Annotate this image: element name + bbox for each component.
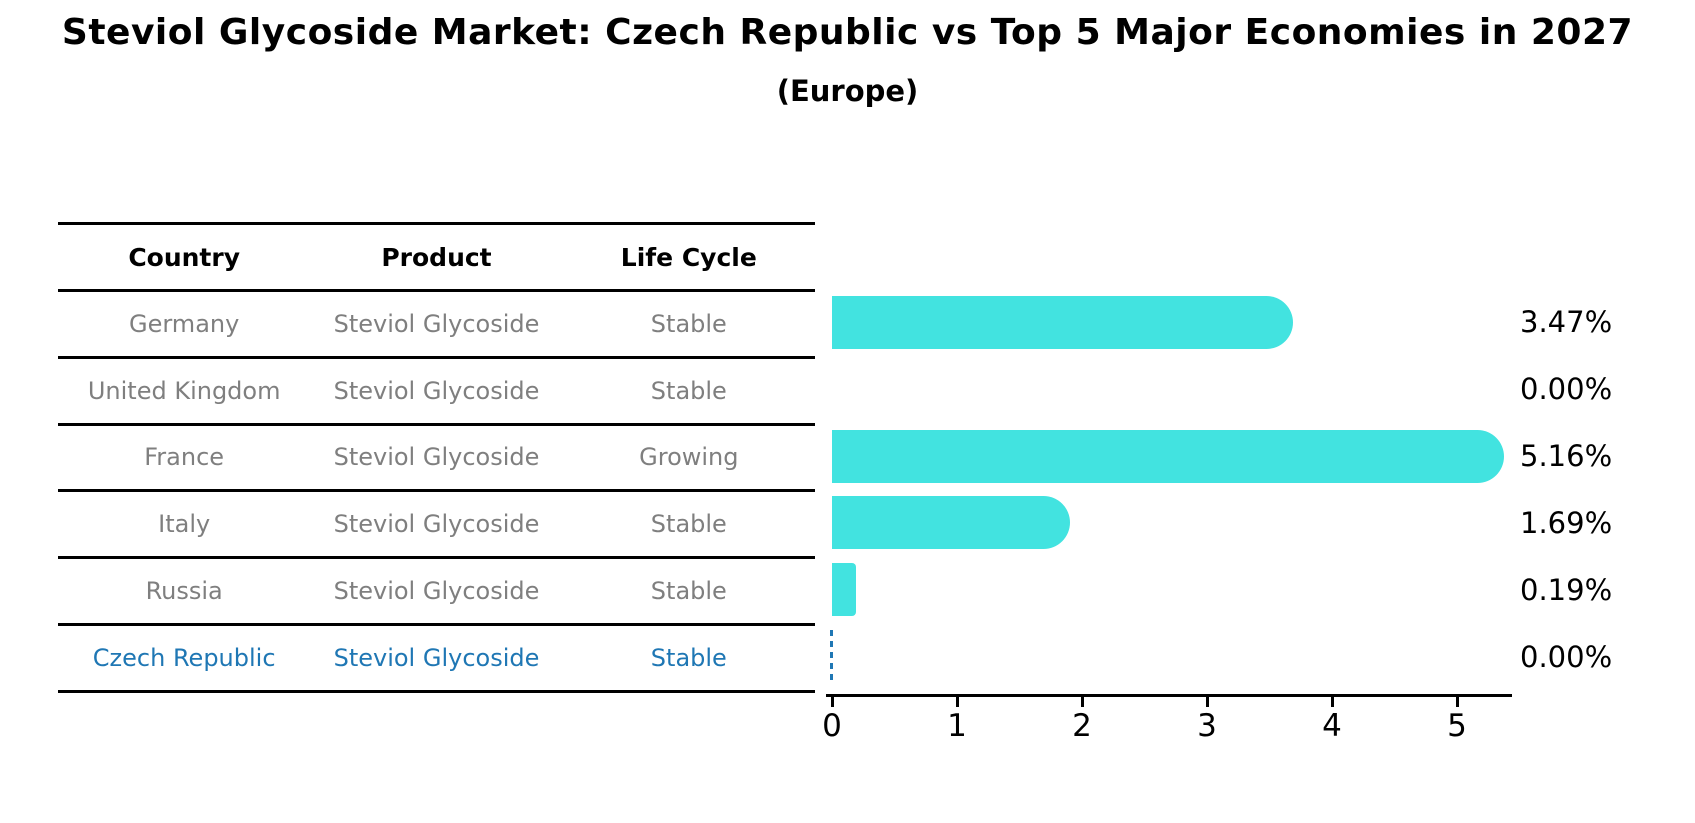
product-cell: Steviol Glycoside (333, 643, 540, 672)
life-cycle-cell: Stable (650, 643, 727, 672)
value-label-czech-republic: 0.00% (1520, 639, 1613, 674)
life-cycle-cell: Stable (650, 577, 727, 606)
product-cell: Steviol Glycoside (333, 309, 540, 338)
table-header-row: Country Product Life Cycle (58, 225, 815, 292)
country-cell: France (144, 443, 225, 472)
zero-value-dashed-line (830, 630, 833, 684)
value-label-germany: 3.47% (1520, 305, 1613, 340)
x-axis-tick-5 (1455, 697, 1459, 707)
value-label-france: 5.16% (1520, 439, 1613, 473)
x-axis-tick-1 (955, 697, 959, 707)
table-row-russia: Russia Steviol Glycoside Stable (58, 559, 815, 626)
country-cell: Czech Republic (92, 643, 276, 672)
x-axis-tick-label-4: 4 (1322, 708, 1342, 744)
bar-france (832, 429, 1504, 483)
x-axis-tick-0 (830, 697, 834, 707)
life-cycle-cell: Stable (650, 510, 727, 539)
x-axis-tick-label-5: 5 (1447, 708, 1467, 744)
country-cell: Germany (129, 309, 240, 338)
value-label-italy: 1.69% (1520, 505, 1613, 540)
country-cell: United Kingdom (87, 376, 281, 405)
table-row-germany: Germany Steviol Glycoside Stable (58, 292, 815, 359)
life-cycle-cell: Stable (650, 309, 727, 338)
column-header-life-cycle: Life Cycle (620, 242, 757, 272)
x-axis-tick-label-3: 3 (1197, 708, 1217, 744)
table-row-united-kingdom: United Kingdom Steviol Glycoside Stable (58, 359, 815, 426)
x-axis-tick-label-2: 2 (1072, 708, 1092, 744)
x-axis-tick-label-1: 1 (947, 708, 967, 744)
x-axis-line (826, 694, 1512, 697)
summary-table: Country Product Life Cycle Germany Stevi… (58, 222, 815, 693)
x-axis-tick-2 (1080, 697, 1084, 707)
column-header-country: Country (128, 242, 241, 272)
x-axis-tick-label-0: 0 (822, 708, 842, 744)
product-cell: Steviol Glycoside (333, 376, 540, 405)
table-row-czech-republic: Czech Republic Steviol Glycoside Stable (58, 626, 815, 693)
table-row-italy: Italy Steviol Glycoside Stable (58, 492, 815, 560)
life-cycle-cell: Growing (639, 443, 739, 472)
chart-title: Steviol Glycoside Market: Czech Republic… (61, 12, 1634, 53)
x-axis-tick-4 (1330, 697, 1334, 707)
bar-russia (832, 563, 856, 617)
bar-italy (832, 496, 1071, 550)
product-cell: Steviol Glycoside (333, 443, 540, 472)
chart-subtitle: (Europe) (776, 74, 919, 108)
product-cell: Steviol Glycoside (333, 577, 540, 606)
bar-germany (832, 295, 1293, 349)
country-cell: Italy (158, 510, 211, 539)
table-row-france: France Steviol Glycoside Growing (58, 426, 815, 493)
product-cell: Steviol Glycoside (333, 510, 540, 539)
x-axis-tick-3 (1205, 697, 1209, 707)
country-cell: Russia (145, 577, 223, 606)
value-label-united-kingdom: 0.00% (1520, 372, 1613, 407)
column-header-product: Product (381, 242, 492, 272)
life-cycle-cell: Stable (650, 376, 727, 405)
value-label-russia: 0.19% (1520, 572, 1613, 607)
